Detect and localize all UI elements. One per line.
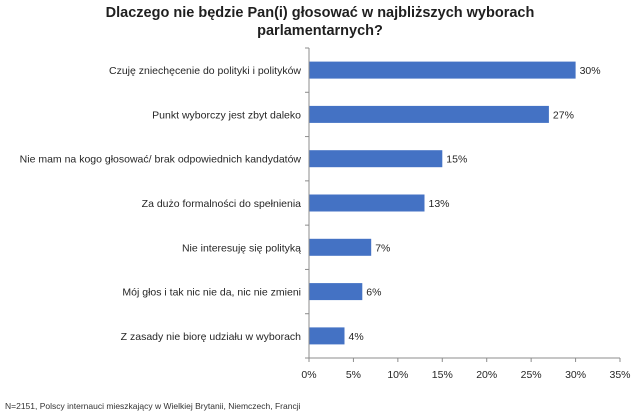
x-tick-label-3: 15% <box>432 369 453 381</box>
category-label-1: Czuję zniechęcenie do polityki i polityk… <box>109 65 301 77</box>
bar-2 <box>309 105 549 123</box>
x-tick-label-7: 35% <box>609 369 630 381</box>
x-tick-label-5: 25% <box>521 369 542 381</box>
bar-1 <box>309 61 576 79</box>
value-label-4: 13% <box>429 198 450 210</box>
footnote: N=2151, Polscy internauci mieszkający w … <box>5 401 301 411</box>
category-label-7: Z zasady nie biorę udziału w wyborach <box>121 331 302 343</box>
category-label-4: Za dużo formalności do spełnienia <box>142 198 302 210</box>
bar-4 <box>309 194 425 212</box>
x-tick-label-0: 0% <box>301 369 316 381</box>
category-label-5: Nie interesuję się polityką <box>182 242 301 254</box>
x-tick-label-6: 30% <box>565 369 586 381</box>
value-label-5: 7% <box>375 242 390 254</box>
bar-7 <box>309 327 345 345</box>
value-label-1: 30% <box>580 65 601 77</box>
chart-title-line-2: parlamentarnych? <box>257 23 383 39</box>
x-tick-label-1: 5% <box>346 369 361 381</box>
bar-3 <box>309 150 443 168</box>
category-label-2: Punkt wyborczy jest zbyt daleko <box>152 109 301 121</box>
value-label-6: 6% <box>366 287 381 299</box>
category-label-6: Mój głos i tak nic nie da, nic nie zmien… <box>122 287 301 299</box>
value-label-7: 4% <box>349 331 364 343</box>
bar-5 <box>309 238 372 256</box>
bar-chart: Czuję zniechęcenie do polityki i polityk… <box>20 47 631 381</box>
category-label-3: Nie mam na kogo głosować/ brak odpowiedn… <box>20 154 302 166</box>
x-tick-label-4: 20% <box>476 369 497 381</box>
value-label-2: 27% <box>553 109 574 121</box>
value-label-3: 15% <box>446 154 467 166</box>
chart-title-line-1: Dlaczego nie będzie Pan(i) głosować w na… <box>105 5 535 21</box>
x-tick-label-2: 10% <box>387 369 408 381</box>
chart-title: Dlaczego nie będzie Pan(i) głosować w na… <box>60 4 580 40</box>
bar-6 <box>309 283 363 301</box>
